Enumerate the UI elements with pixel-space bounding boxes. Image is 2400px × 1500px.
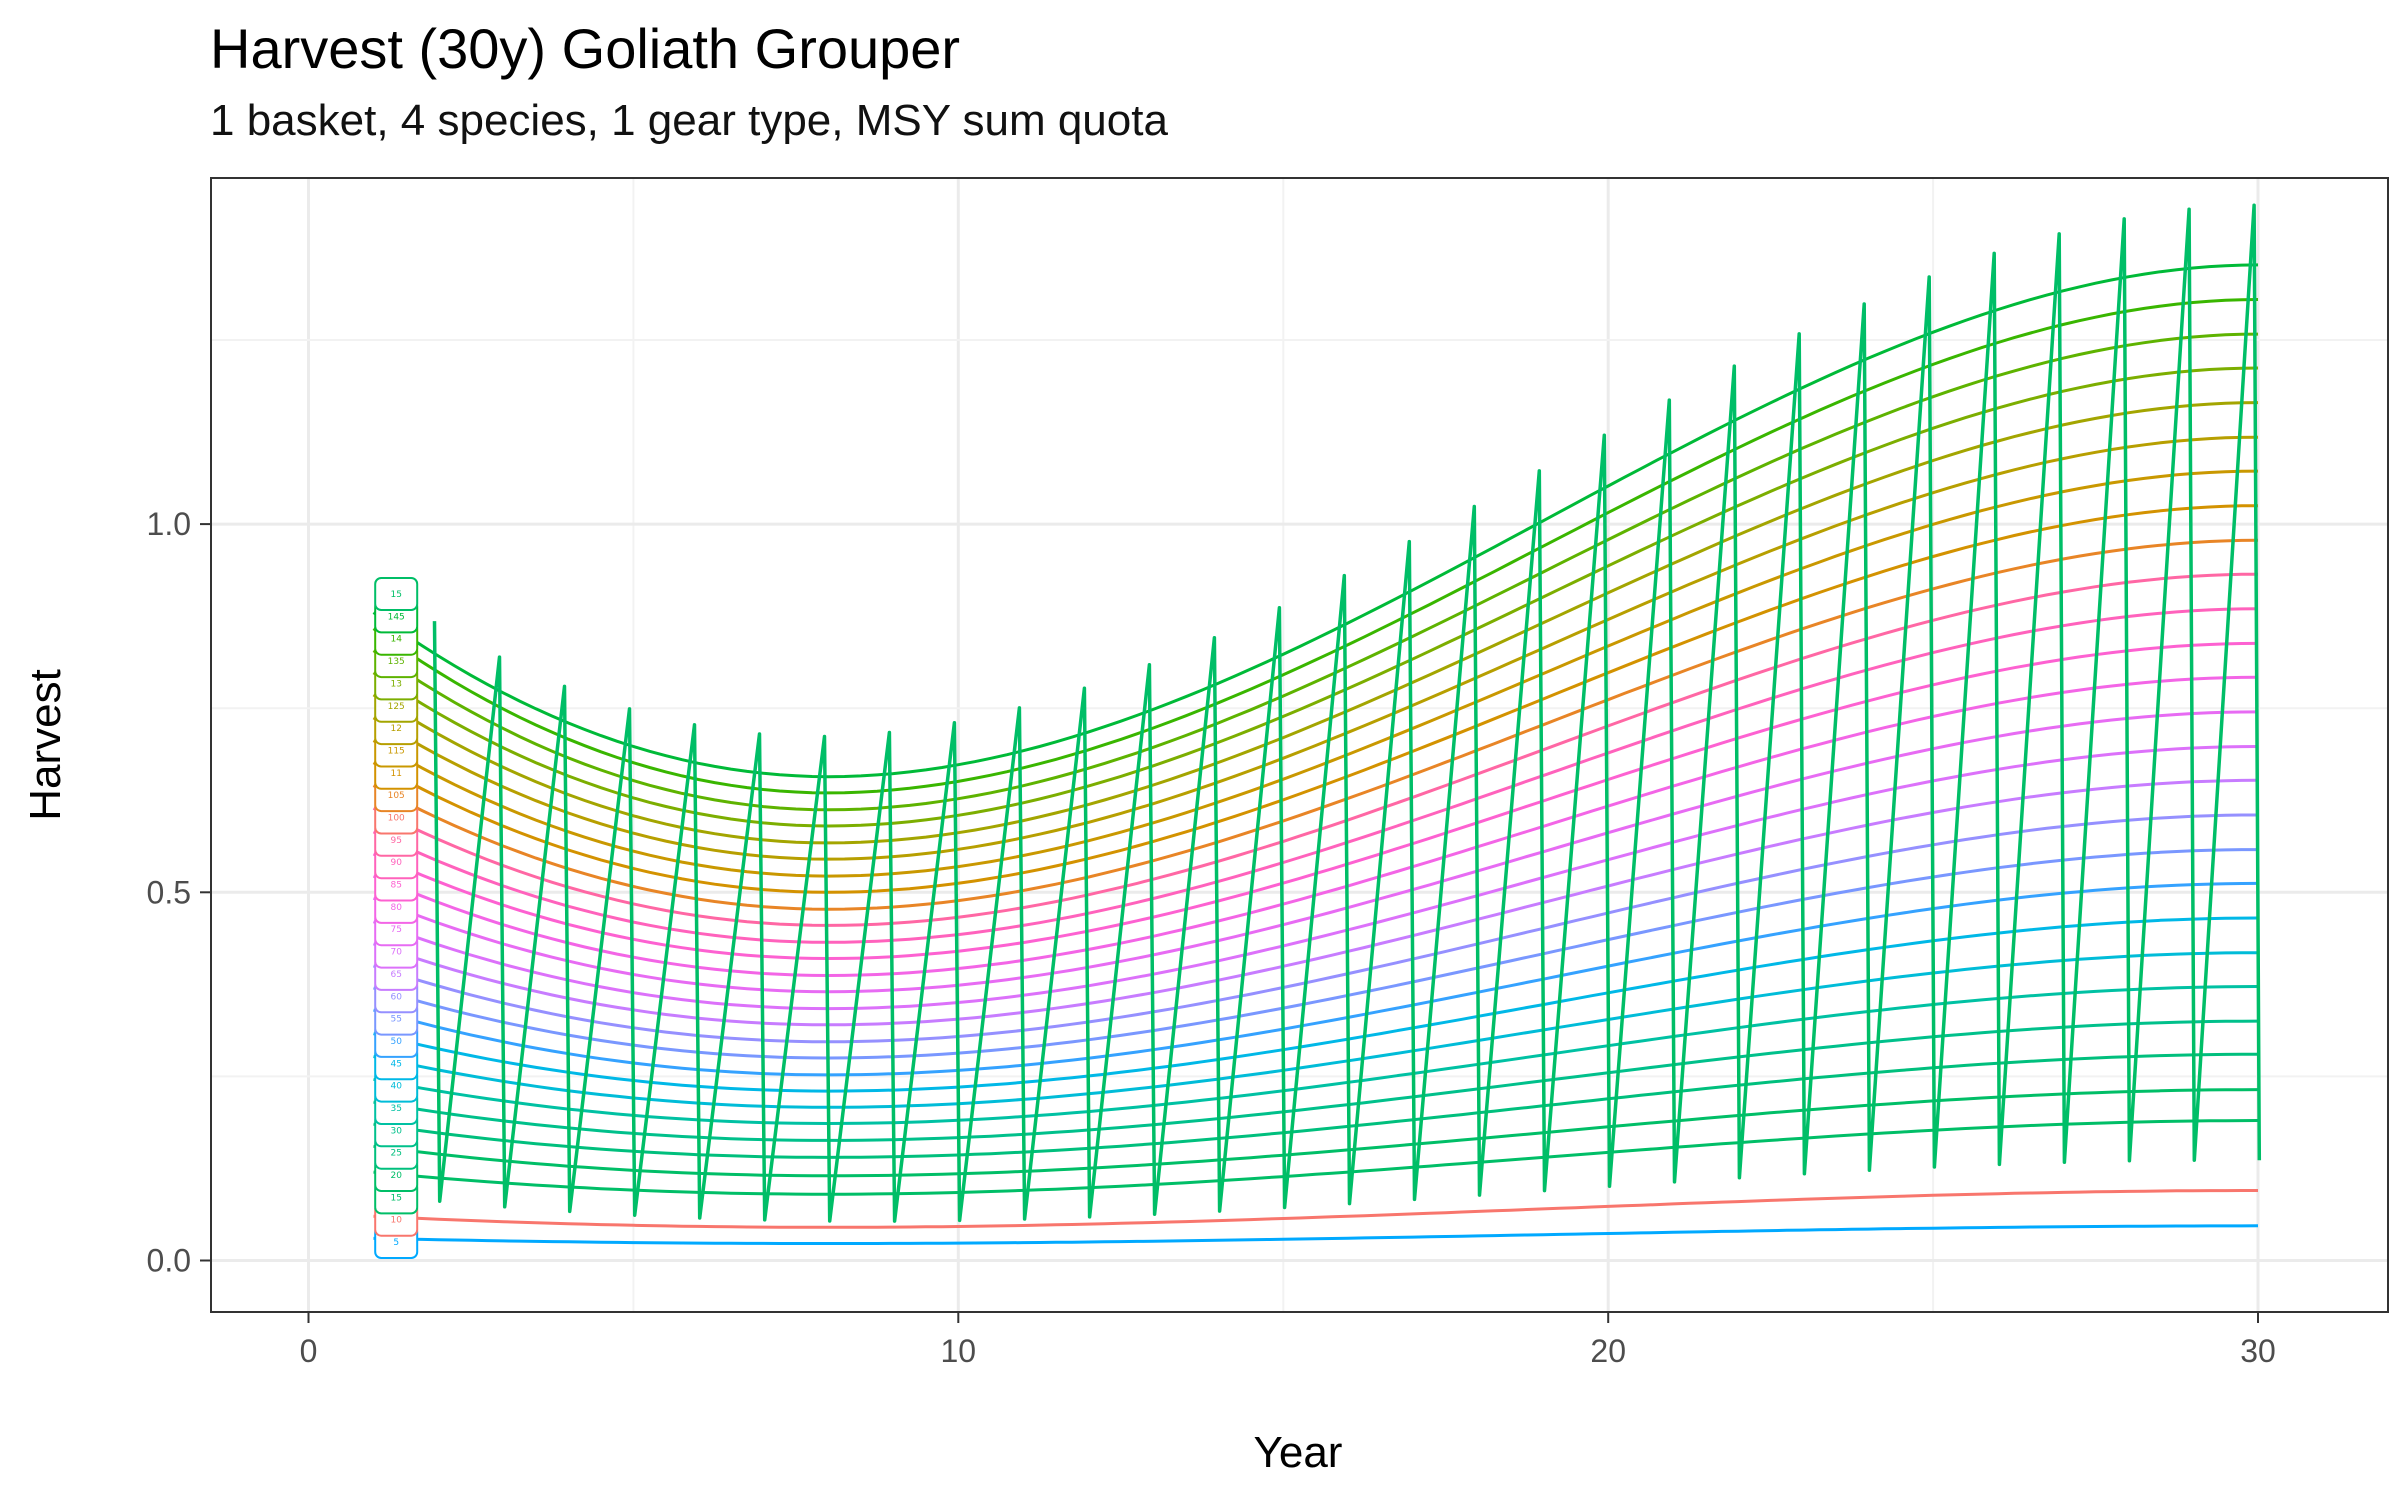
x-axis-title: Year	[1254, 1428, 1343, 1477]
series-line-50	[373, 881, 2259, 1077]
x-tick-label: 10	[941, 1333, 977, 1369]
series-line-12	[372, 401, 2259, 845]
x-tick-label: 0	[300, 1333, 318, 1369]
axes: 0 10 20 30 0.0 0.5 1.0	[147, 506, 2276, 1369]
line-label-text: 145	[388, 612, 405, 622]
series-line-95	[372, 572, 2259, 927]
y-tick-label: 0.0	[147, 1243, 191, 1279]
series-line-115	[372, 435, 2259, 861]
line-labels: 5 10 15 20 25 30 35 40 45 50 55 60 65 70 75 80 85 90 95 100…	[374, 577, 419, 1259]
line-label-text: 40	[390, 1082, 402, 1092]
panel-border	[210, 177, 2389, 1313]
y-tick-label: 1.0	[147, 506, 191, 542]
series-line-65	[373, 778, 2259, 1027]
line-label-text: 20	[390, 1171, 402, 1181]
line-label-text: 105	[388, 791, 405, 801]
line-label-text: 13	[390, 679, 401, 689]
line-label-text: 50	[390, 1037, 402, 1047]
series-line-90	[372, 607, 2259, 944]
line-label-text: 60	[390, 992, 402, 1002]
line-label-text: 65	[390, 970, 401, 980]
line-label-text: 55	[390, 1015, 401, 1025]
line-label-text: 70	[390, 948, 402, 958]
series-line-125	[372, 366, 2259, 828]
series-line-45	[373, 916, 2259, 1093]
line-label-text: 25	[390, 1149, 401, 1159]
series-line-10	[373, 1189, 2258, 1229]
series-line-60	[373, 813, 2258, 1044]
line-label-text: 14	[390, 635, 402, 645]
line-label-text: 125	[388, 702, 405, 712]
line-label-text: 115	[388, 747, 405, 757]
line-label-text: 100	[388, 814, 405, 824]
series-line-40	[373, 951, 2258, 1109]
line-label-text: 12	[390, 724, 401, 734]
line-label-text: 135	[388, 657, 405, 667]
line-label-text: 11	[390, 769, 401, 779]
chart-subtitle: 1 basket, 4 species, 1 gear type, MSY su…	[210, 96, 1168, 145]
series-line-105	[372, 504, 2259, 894]
series-line-14	[372, 263, 2259, 779]
line-label-text: 90	[390, 858, 402, 868]
line-label-text: 35	[390, 1104, 401, 1114]
series-line-55	[373, 848, 2258, 1060]
series-lines	[372, 203, 2262, 1245]
x-tick-label: 30	[2240, 1333, 2276, 1369]
zigzag-line	[432, 203, 2262, 1223]
line-label-text: 15	[390, 590, 401, 600]
series-line-70	[372, 745, 2259, 1011]
line-label-text: 75	[390, 925, 401, 935]
line-label-text: 30	[390, 1126, 402, 1136]
line-label-text: 15	[390, 1193, 401, 1203]
x-tick-label: 20	[1590, 1333, 1626, 1369]
line-label-text: 45	[390, 1059, 401, 1069]
line-label-text: 95	[390, 836, 401, 846]
y-axis-title: Harvest	[21, 669, 70, 821]
series-line-25	[373, 1052, 2258, 1159]
series-line-5	[373, 1224, 2259, 1245]
line-label-text: 80	[390, 903, 402, 913]
series-line-15	[373, 1119, 2259, 1196]
line-label-box	[374, 577, 419, 611]
chart-title: Harvest (30y) Goliath Grouper	[210, 17, 961, 80]
series-line-75	[372, 710, 2259, 994]
line-label-text: 10	[390, 1216, 402, 1226]
series-line-20	[373, 1088, 2259, 1178]
series-line-100	[372, 538, 2259, 911]
line-label-text: 5	[393, 1238, 399, 1248]
line-label-text: 85	[390, 881, 401, 891]
series-line-11	[372, 469, 2259, 878]
y-tick-label: 0.5	[147, 874, 191, 910]
